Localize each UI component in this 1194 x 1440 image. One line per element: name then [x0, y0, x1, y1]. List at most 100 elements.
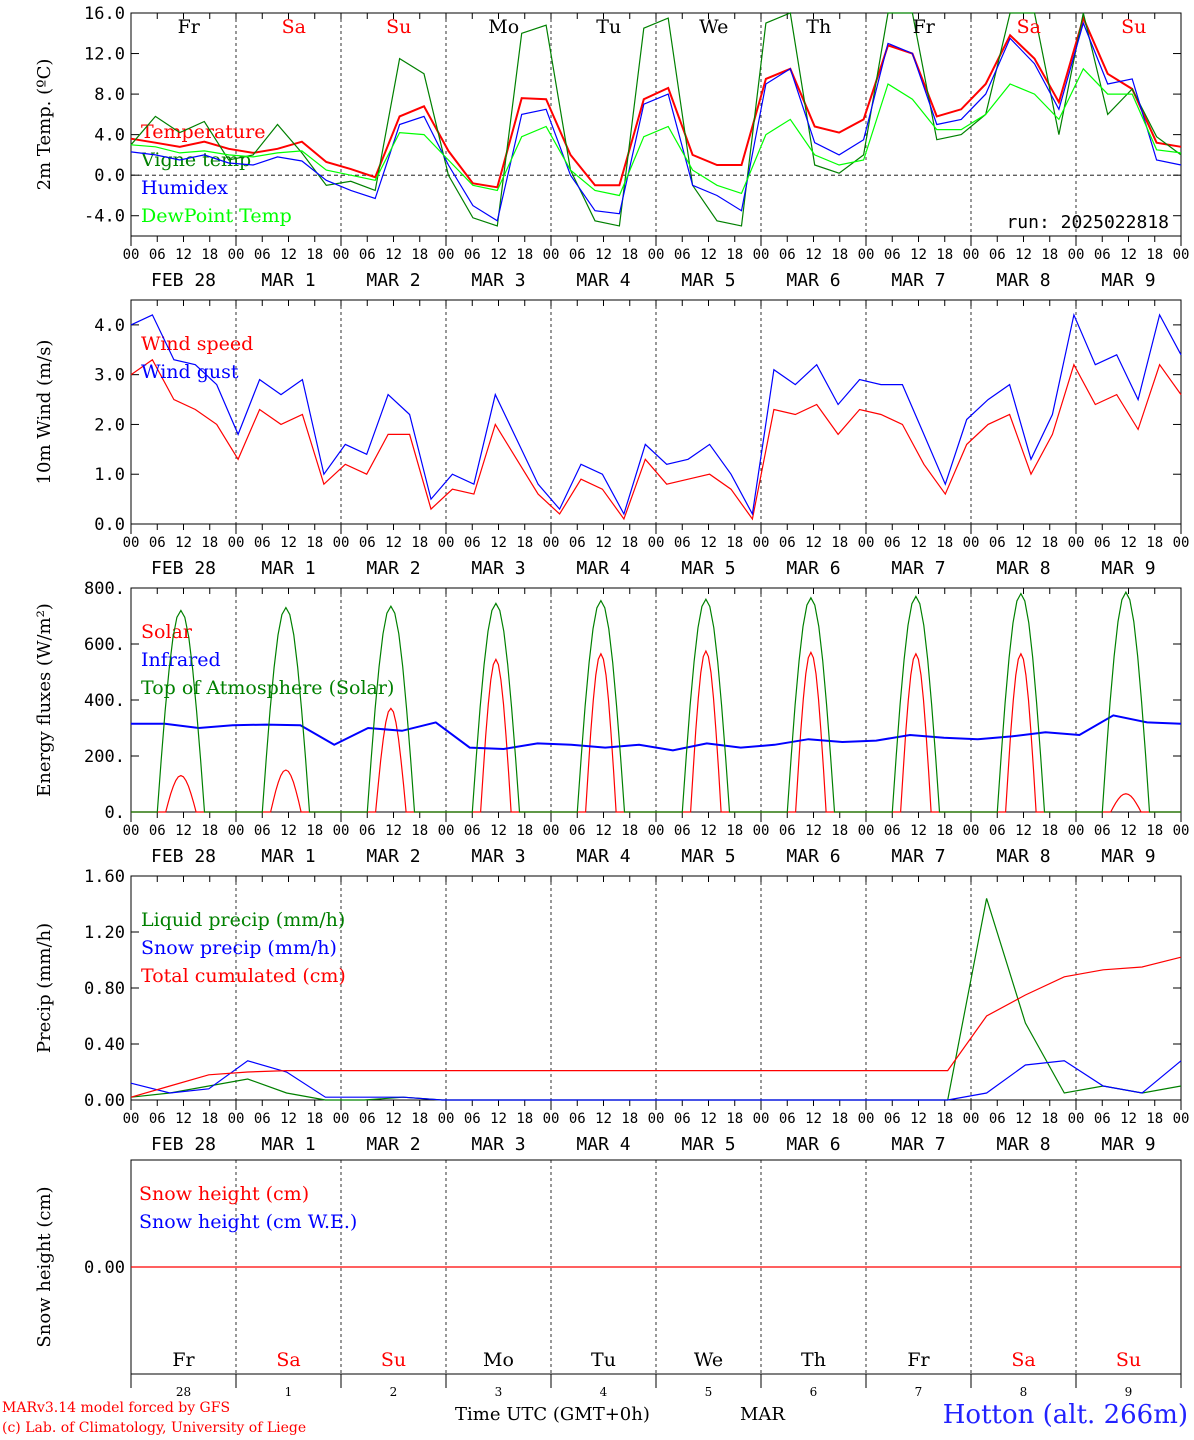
hour-tick-label: 00 [228, 247, 245, 263]
footer-model: MARv3.14 model forced by GFS [2, 1400, 231, 1416]
hour-tick-label: 18 [936, 535, 953, 551]
hour-tick-label: 18 [306, 1111, 323, 1127]
hour-tick-label: 12 [595, 823, 612, 839]
hour-tick-label: 06 [254, 535, 271, 551]
panel-frame [130, 587, 1182, 813]
hour-tick-label: 00 [333, 247, 350, 263]
legend-entry: DewPoint Temp [141, 205, 292, 227]
y-tick-label: -4.0 [84, 207, 125, 227]
hour-tick-label: 06 [569, 823, 586, 839]
date-label: MAR 7 [891, 270, 945, 291]
date-label: MAR 4 [576, 1134, 630, 1155]
hour-tick-label: 06 [254, 1111, 271, 1127]
day-name: Fr [178, 16, 201, 38]
y-tick-label: 12.0 [84, 45, 125, 65]
day-name-bottom: Sa [1011, 1349, 1035, 1371]
legend-entry: Wind speed [141, 333, 253, 355]
hour-tick-label: 12 [385, 247, 402, 263]
hour-tick-label: 18 [411, 823, 428, 839]
date-label: FEB 28 [151, 270, 216, 291]
hour-tick-label: 00 [648, 823, 665, 839]
hour-tick-label: 06 [464, 247, 481, 263]
legend-entry: Infrared [141, 649, 221, 671]
hour-tick-label: 06 [674, 247, 691, 263]
hour-tick-label: 18 [621, 1111, 638, 1127]
hour-tick-label: 00 [123, 823, 140, 839]
series-line-1-0 [130, 358, 1182, 521]
hour-tick-label: 00 [963, 1111, 980, 1127]
hour-tick-label: 06 [1094, 247, 1111, 263]
date-label: MAR 9 [1101, 270, 1155, 291]
y-tick-label: 0. [105, 803, 125, 823]
day-name: Su [386, 16, 411, 38]
day-name-bottom: Tu [591, 1349, 616, 1371]
y-axis-label: Precip (mm/h) [34, 923, 55, 1053]
hour-tick-label: 00 [123, 247, 140, 263]
hour-tick-label: 18 [201, 823, 218, 839]
hour-tick-label: 06 [779, 1111, 796, 1127]
date-label: MAR 8 [996, 558, 1050, 579]
hour-tick-label: 12 [1015, 1111, 1032, 1127]
series-line-3-1 [130, 1060, 1182, 1101]
day-number: 7 [915, 1385, 923, 1399]
y-tick-label: 1.20 [84, 923, 125, 943]
hour-tick-label: 06 [674, 823, 691, 839]
hour-tick-label: 00 [858, 1111, 875, 1127]
series-line-2-1 [131, 714, 1182, 752]
hour-tick-label: 06 [149, 823, 166, 839]
hour-tick-label: 06 [359, 823, 376, 839]
hour-tick-label: 12 [1120, 823, 1137, 839]
hour-tick-label: 00 [963, 247, 980, 263]
date-label: MAR 6 [786, 270, 840, 291]
hour-tick-label: 06 [464, 535, 481, 551]
hour-tick-label: 12 [910, 535, 927, 551]
hour-tick-label: 06 [989, 1111, 1006, 1127]
series-line-0-3 [130, 67, 1182, 197]
hour-tick-label: 06 [1094, 823, 1111, 839]
hour-tick-label: 00 [228, 823, 245, 839]
hour-tick-label: 00 [1068, 823, 1085, 839]
hour-tick-label: 00 [123, 1111, 140, 1127]
y-tick-label: 4.0 [94, 316, 125, 336]
hour-tick-label: 06 [1094, 535, 1111, 551]
day-number: 5 [705, 1385, 713, 1399]
hour-tick-label: 00 [858, 823, 875, 839]
day-number: 9 [1125, 1385, 1133, 1399]
hour-tick-label: 12 [1015, 247, 1032, 263]
run-label: run: 2025022818 [1006, 212, 1169, 233]
hour-tick-label: 18 [1146, 247, 1163, 263]
hour-tick-label: 18 [726, 1111, 743, 1127]
hour-tick-label: 06 [254, 247, 271, 263]
hour-tick-label: 12 [1120, 247, 1137, 263]
hour-tick-label: 18 [516, 1111, 533, 1127]
day-name-bottom: Fr [907, 1349, 930, 1371]
hour-tick-label: 00 [228, 1111, 245, 1127]
legend-entry: Liquid precip (mm/h) [141, 909, 345, 931]
hour-tick-label: 06 [1094, 1111, 1111, 1127]
footer-lab: (c) Lab. of Climatology, University of L… [2, 1420, 307, 1436]
hour-tick-label: 06 [674, 535, 691, 551]
hour-tick-label: 00 [858, 535, 875, 551]
hour-tick-label: 18 [1041, 535, 1058, 551]
day-number: 1 [285, 1385, 293, 1399]
date-label: MAR 3 [471, 846, 525, 867]
hour-tick-label: 00 [543, 823, 560, 839]
date-label: MAR 2 [366, 1134, 420, 1155]
day-name: Mo [488, 16, 519, 38]
y-tick-label: 0.0 [94, 166, 125, 186]
hour-tick-label: 06 [569, 535, 586, 551]
hour-tick-label: 12 [175, 1111, 192, 1127]
y-tick-label: 0.00 [84, 1258, 125, 1278]
hour-tick-label: 06 [254, 823, 271, 839]
day-name: Sa [1017, 16, 1041, 38]
hour-tick-label: 18 [516, 823, 533, 839]
series-line-1-1 [130, 312, 1182, 516]
series-line-0-0 [130, 15, 1182, 189]
hour-tick-label: 12 [595, 1111, 612, 1127]
hour-tick-label: 06 [779, 535, 796, 551]
y-tick-label: 400. [84, 691, 125, 711]
hour-tick-label: 12 [385, 535, 402, 551]
legend-entry: Total cumulated (cm) [141, 965, 346, 987]
y-axis-label: 10m Wind (m/s) [34, 340, 55, 485]
